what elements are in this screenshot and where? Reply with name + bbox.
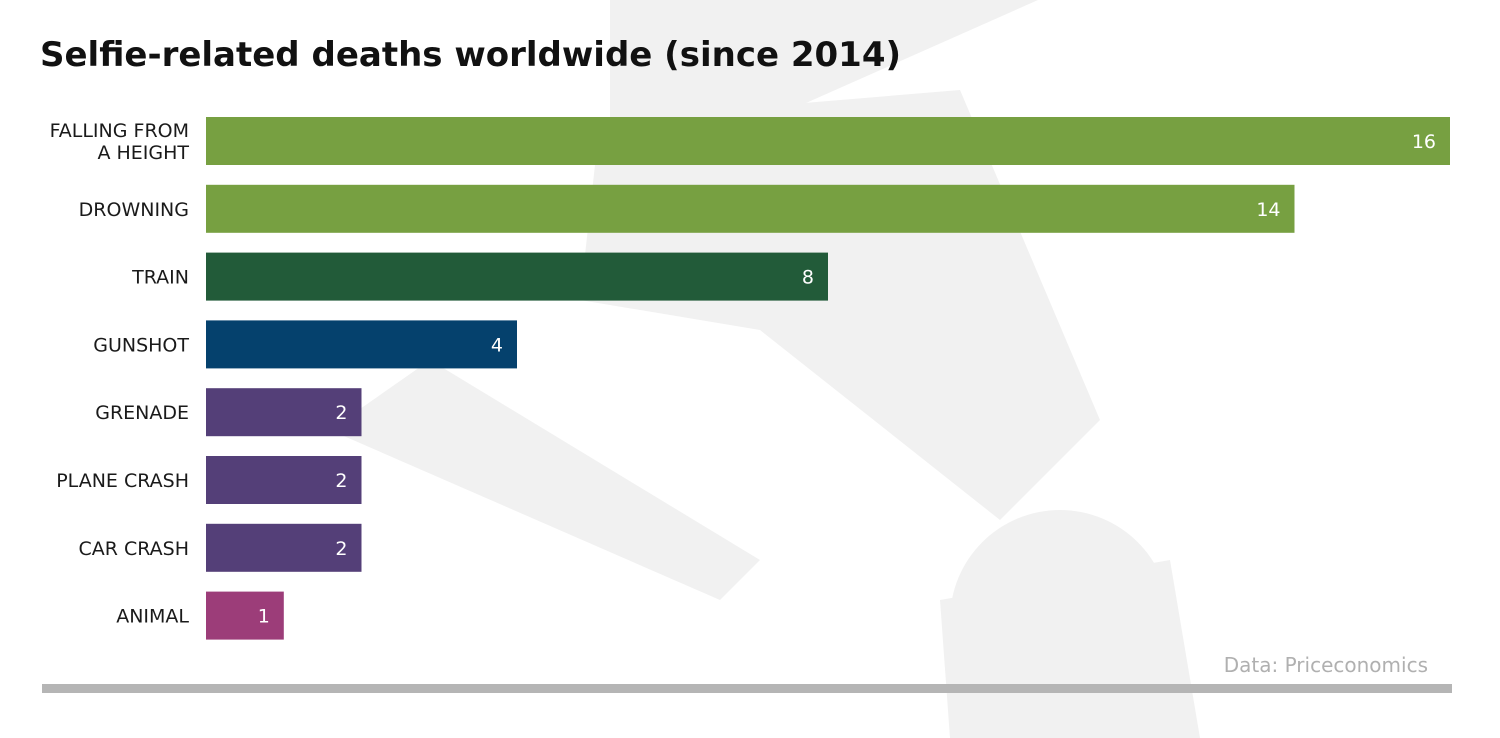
bottom-rule [42, 684, 1452, 693]
bar-8 [206, 591, 284, 640]
value-label-6: 2 [335, 470, 347, 492]
category-label-line: TRAIN [131, 267, 189, 289]
category-label-8: ANIMAL [116, 606, 189, 628]
value-label-5: 2 [335, 402, 347, 424]
value-label-1: 16 [1412, 131, 1436, 153]
category-label-2: DROWNING [79, 199, 189, 221]
bar-2 [206, 184, 1295, 233]
selfie-hand-watermark-icon [330, 0, 1200, 738]
watermark-finger [330, 360, 760, 600]
value-labels-group: 16 14 8 4 2 2 2 1 [258, 131, 1436, 628]
category-labels-group: FALLING FROM A HEIGHT DROWNING TRAIN GUNSHOT… [50, 120, 190, 628]
watermark-wrist [940, 560, 1200, 738]
bar-4 [206, 320, 517, 369]
value-label-8: 1 [258, 606, 270, 628]
category-label-7: CAR CRASH [78, 538, 189, 560]
bar-7 [206, 523, 362, 572]
category-label-line: GUNSHOT [93, 334, 189, 356]
bars-group [206, 117, 1450, 640]
category-label-line: GRENADE [95, 402, 189, 424]
category-label-line: A HEIGHT [97, 142, 189, 164]
category-label-line: ANIMAL [116, 606, 189, 628]
category-label-line: CAR CRASH [78, 538, 189, 560]
category-label-line: FALLING FROM [50, 120, 189, 142]
bar-3 [206, 252, 828, 301]
bar-1 [206, 117, 1450, 165]
category-label-line: DROWNING [79, 199, 189, 221]
category-label-4: GUNSHOT [93, 334, 189, 356]
bar-6 [206, 456, 362, 504]
category-label-1: FALLING FROM A HEIGHT [50, 120, 190, 164]
source-note: Data: Priceconomics [1224, 653, 1428, 677]
value-label-2: 14 [1256, 199, 1280, 221]
category-label-6: PLANE CRASH [56, 470, 189, 492]
watermark-thumb [452, 0, 1038, 190]
chart-title: Selfie-related deaths worldwide (since 2… [40, 35, 901, 75]
value-label-7: 2 [335, 538, 347, 560]
category-label-5: GRENADE [95, 402, 189, 424]
value-label-4: 4 [491, 334, 503, 356]
value-label-3: 8 [802, 267, 814, 289]
category-label-3: TRAIN [131, 267, 189, 289]
bar-5 [206, 388, 362, 437]
category-label-line: PLANE CRASH [56, 470, 189, 492]
